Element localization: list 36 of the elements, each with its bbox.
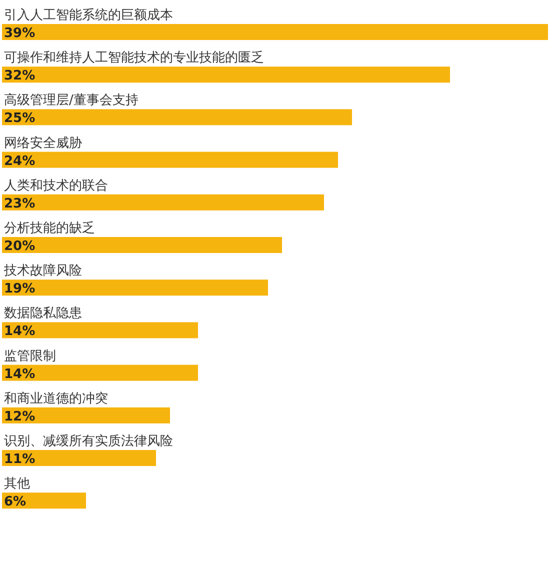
bar	[2, 109, 352, 126]
bar	[2, 194, 324, 210]
bar	[2, 407, 170, 424]
data-label: 23%	[4, 196, 36, 212]
data-label: 6%	[4, 494, 26, 510]
bar	[2, 364, 198, 381]
y-tick-label: 数据隐私隐患	[4, 306, 82, 322]
bar	[2, 66, 450, 83]
y-tick-label: 和商业道德的冲突	[4, 391, 108, 406]
y-tick-label: 人类和技术的联合	[4, 178, 108, 194]
y-tick-label: 可操作和维持人工智能技术的专业技能的匮乏	[4, 50, 264, 66]
bar	[2, 322, 198, 338]
y-tick-label: 监管限制	[4, 348, 56, 364]
y-tick-label: 其他	[4, 476, 30, 492]
data-label: 14%	[4, 366, 36, 382]
y-tick-label: 高级管理层/董事会支持	[4, 92, 138, 108]
bar	[2, 280, 268, 296]
y-tick-label: 识别、减缓所有实质法律风险	[4, 434, 173, 449]
bar	[2, 152, 338, 168]
data-label: 25%	[4, 111, 36, 126]
data-label: 12%	[4, 409, 36, 424]
data-label: 39%	[4, 26, 36, 41]
y-tick-label: 技术故障风险	[3, 264, 82, 279]
bar	[2, 492, 86, 509]
data-label: 14%	[4, 324, 36, 340]
data-label: 32%	[4, 68, 36, 84]
data-label: 11%	[4, 452, 36, 467]
data-label: 19%	[4, 282, 36, 297]
bar	[2, 450, 156, 466]
bar	[2, 24, 548, 40]
data-label: 24%	[4, 154, 36, 169]
y-tick-label: 网络安全威胁	[4, 134, 82, 151]
y-tick-label: 分析技能的缺乏	[4, 221, 95, 236]
y-tick-label: 引入人工智能系统的巨额成本	[4, 8, 173, 23]
data-label: 20%	[4, 239, 36, 254]
bar	[2, 237, 282, 253]
